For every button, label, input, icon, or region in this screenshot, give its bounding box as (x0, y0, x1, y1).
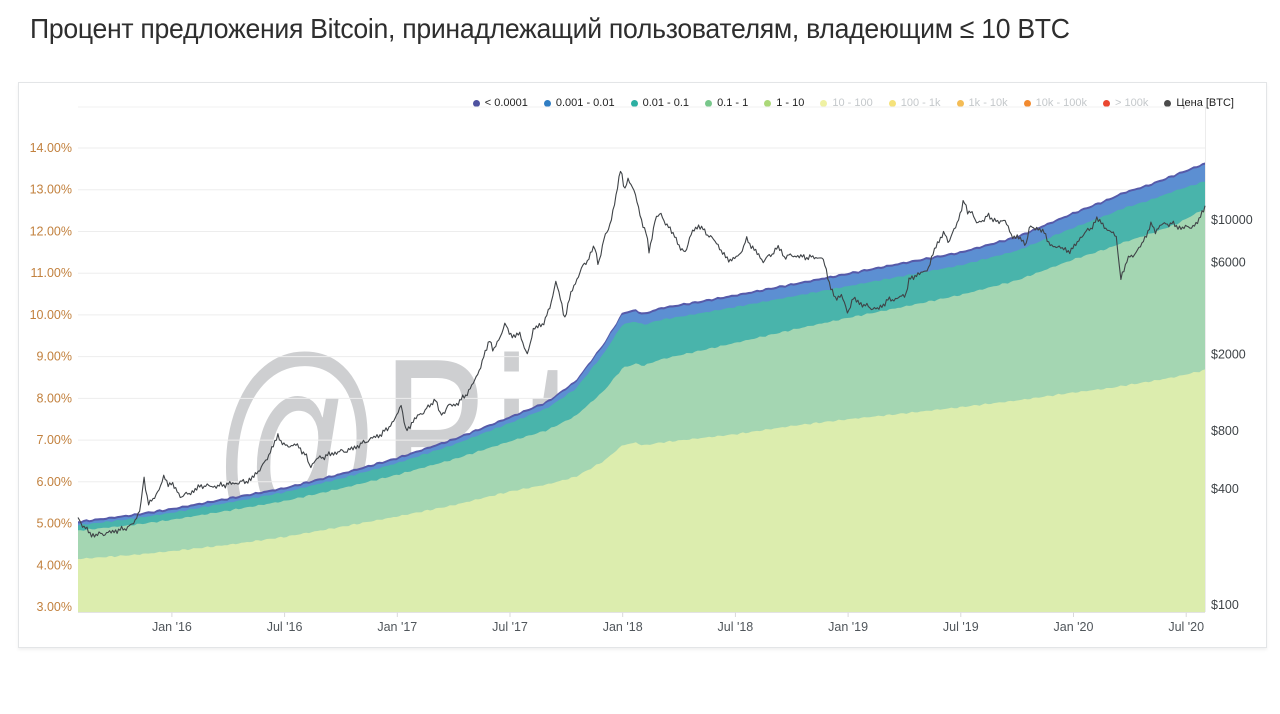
svg-text:9.00%: 9.00% (37, 350, 72, 364)
legend-item--0-0001[interactable]: < 0.0001 (472, 97, 528, 109)
svg-text:Jul '17: Jul '17 (492, 620, 528, 634)
legend-item-label: 0.01 - 0.1 (642, 97, 690, 109)
legend-item-label: 0.1 - 1 (717, 97, 749, 109)
svg-text:Jan '17: Jan '17 (377, 620, 417, 634)
legend-dot-icon (543, 100, 551, 107)
svg-text:10.00%: 10.00% (30, 308, 72, 322)
svg-text:3.00%: 3.00% (37, 600, 72, 614)
legend-item-10k-100k[interactable]: 10k - 100k (1023, 97, 1088, 109)
band-0 (78, 369, 1205, 612)
legend-dot-icon (820, 100, 828, 107)
svg-text:Jan '16: Jan '16 (152, 620, 192, 634)
legend-item-1k-10k[interactable]: 1k - 10k (956, 97, 1008, 109)
legend-item-10-100[interactable]: 10 - 100 (820, 97, 873, 109)
stacked-areas[interactable] (78, 162, 1205, 613)
legend-item-label: 1 - 10 (776, 97, 805, 109)
svg-text:Jul '16: Jul '16 (267, 620, 303, 634)
legend-dot-icon (764, 100, 772, 107)
legend-dot-icon (888, 100, 896, 107)
legend-dot-icon (1164, 100, 1172, 107)
svg-text:Jan '18: Jan '18 (603, 620, 643, 634)
legend-item-label: 100 - 1k (900, 97, 941, 109)
svg-text:8.00%: 8.00% (37, 391, 72, 405)
legend-dot-icon (630, 100, 638, 107)
svg-text:Jan '20: Jan '20 (1054, 620, 1094, 634)
svg-text:13.00%: 13.00% (30, 183, 72, 197)
legend-item-0-01-0-1[interactable]: 0.01 - 0.1 (630, 97, 690, 109)
y-axis-right-labels: $10000 $6000 $2000 $800 $400 $100 (1211, 213, 1253, 612)
svg-text:$100: $100 (1211, 598, 1239, 612)
legend-item-label: 1k - 10k (968, 97, 1008, 109)
svg-text:$6000: $6000 (1211, 256, 1246, 270)
svg-text:6.00%: 6.00% (37, 475, 72, 489)
page-title: Процент предложения Bitcoin, принадлежащ… (30, 13, 1070, 44)
legend-item--BTC-[interactable]: Цена [BTC] (1164, 98, 1234, 109)
legend-item-label: 10k - 100k (1035, 97, 1088, 109)
legend: < 0.0001 0.001 - 0.01 0.01 - 0.1 0.1 - 1 1 -… (472, 97, 1234, 109)
legend-item-0-001-0-01[interactable]: 0.001 - 0.01 (543, 97, 615, 109)
svg-text:Jul '20: Jul '20 (1168, 620, 1204, 634)
svg-text:5.00%: 5.00% (37, 517, 72, 531)
legend-item-label: > 100k (1115, 97, 1149, 109)
legend-dot-icon (1023, 100, 1031, 107)
x-axis: Jan '16 Jul '16 Jan '17 Jul '17 Jan '18 Jul '… (152, 612, 1204, 634)
svg-text:12.00%: 12.00% (30, 225, 72, 239)
svg-text:Jul '18: Jul '18 (718, 620, 754, 634)
svg-text:$2000: $2000 (1211, 348, 1246, 362)
legend-dot-icon (1103, 100, 1111, 107)
svg-text:4.00%: 4.00% (37, 558, 72, 572)
svg-text:7.00%: 7.00% (37, 433, 72, 447)
legend-item-label: 0.001 - 0.01 (555, 97, 615, 109)
svg-text:Jul '19: Jul '19 (943, 620, 979, 634)
legend-dot-icon (956, 100, 964, 107)
svg-text:$10000: $10000 (1211, 213, 1253, 227)
svg-text:$400: $400 (1211, 482, 1239, 496)
legend-dot-icon (472, 100, 480, 107)
legend-item-0-1-1[interactable]: 0.1 - 1 (705, 98, 748, 109)
legend-item-label: 10 - 100 (832, 97, 873, 109)
legend-item-1-10[interactable]: 1 - 10 (764, 98, 804, 109)
svg-text:Jan '19: Jan '19 (828, 620, 868, 634)
legend-item-label: < 0.0001 (484, 97, 528, 109)
svg-text:11.00%: 11.00% (31, 266, 72, 280)
svg-text:$800: $800 (1211, 424, 1239, 438)
legend-item--100k[interactable]: > 100k (1103, 98, 1148, 109)
legend-dot-icon (705, 100, 713, 107)
legend-item-100-1k[interactable]: 100 - 1k (888, 97, 941, 109)
price-line (77, 170, 1206, 538)
y-axis-left-labels: 3.00% 4.00% 5.00% 6.00% 7.00% 8.00% 9.00% 10.00… (30, 141, 72, 614)
legend-item-label: Цена [BTC] (1176, 97, 1234, 109)
svg-text:14.00%: 14.00% (30, 141, 72, 155)
